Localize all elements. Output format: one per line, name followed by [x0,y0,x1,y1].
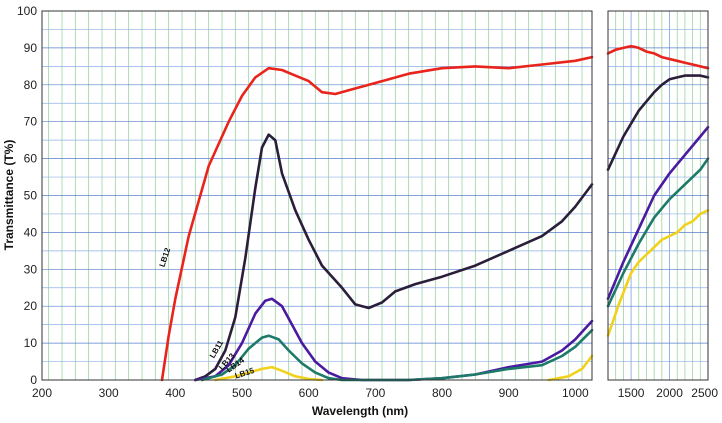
x-tick-labels-right: 1500 2000 2500 [618,386,719,400]
y-tick-labels: 0 10 20 30 40 50 60 70 80 90 100 [17,4,37,387]
x-tick-label: 700 [365,386,385,400]
series-line-lb12 [160,55,594,382]
x-tick-label: 500 [232,386,252,400]
y-tick-label: 100 [17,4,37,18]
y-axis-title: Transmittance (T%) [2,140,16,251]
x-tick-label: 200 [32,386,52,400]
y-tick-label: 80 [24,78,38,92]
x-tick-label: 300 [99,386,119,400]
right-panel-frame [607,10,709,381]
x-tick-label: 1000 [562,386,589,400]
y-tick-label: 40 [24,225,38,239]
x-tick-label-nir: 1500 [618,386,645,400]
series-line-lb12-nir [606,44,710,70]
x-tick-label: 400 [165,386,185,400]
series-line-lb14 [200,328,594,382]
y-tick-label: 90 [24,41,38,55]
x-tick-label-nir: 2500 [691,386,718,400]
y-tick-label: 50 [24,189,38,203]
x-tick-label: 600 [299,386,319,400]
series-line-lb15 [214,365,324,382]
x-tick-labels-main: 200 300 400 500 600 700 800 900 1000 [32,386,589,400]
series-line-lb13-nir [606,125,710,301]
right-panel-grid [608,10,708,381]
series-line-lb13 [194,297,594,382]
y-tick-label: 60 [24,152,38,166]
y-tick-label: 20 [24,299,38,313]
series-line-lb15-tail [547,354,594,382]
panel-frames [41,10,709,381]
x-axis-title: Wavelength (nm) [312,404,408,418]
y-tick-label: 0 [30,373,37,387]
series-line-lb15-nir [606,209,710,337]
main-panel-frame [41,10,593,381]
main-panel-grid [42,10,592,381]
series-line-lb11 [194,133,594,382]
series-line-lb11-nir [606,74,710,171]
right-panel-series [606,44,710,337]
x-tick-label: 800 [432,386,452,400]
y-tick-label: 30 [24,262,38,276]
x-tick-label-nir: 2000 [656,386,683,400]
y-tick-label: 70 [24,115,38,129]
x-tick-label: 900 [499,386,519,400]
series-line-lb14-nir [606,157,710,308]
y-tick-label: 10 [24,336,38,350]
main-panel-series [160,55,594,382]
